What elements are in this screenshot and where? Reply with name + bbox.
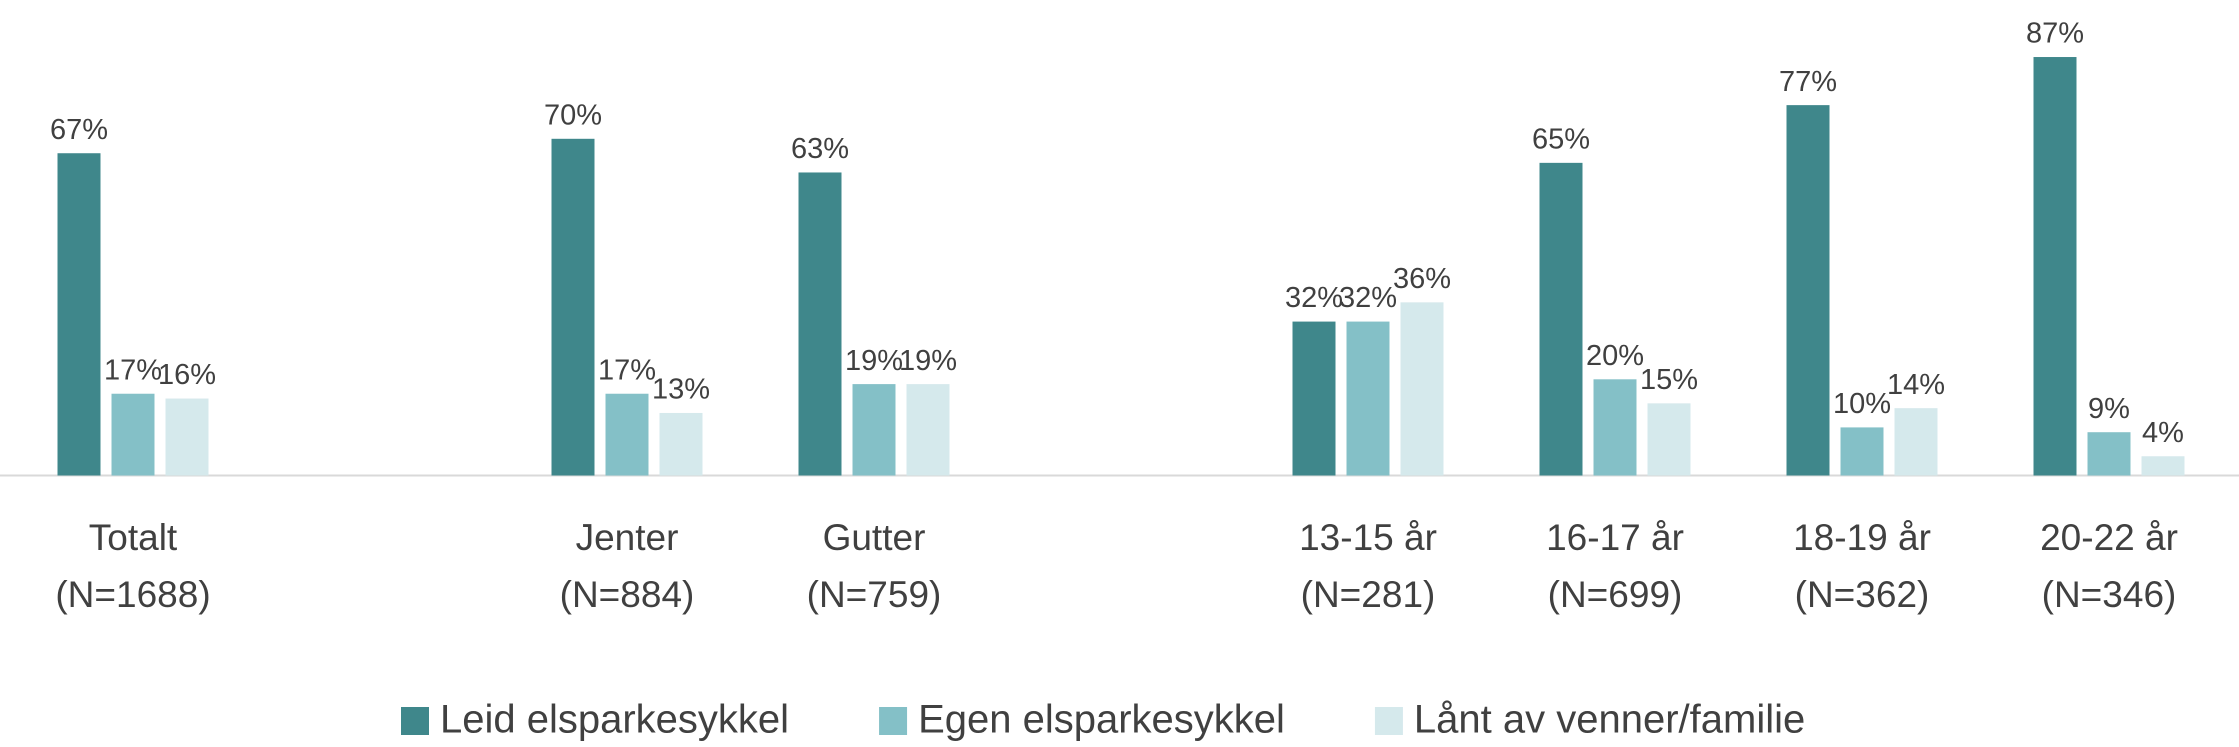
data-label: 36%: [1393, 263, 1451, 295]
bar: [1539, 162, 1583, 476]
bar: [798, 172, 842, 476]
bar: [1346, 321, 1390, 476]
bar: [551, 138, 595, 476]
legend-label: Egen elsparkesykkel: [918, 698, 1285, 742]
x-tick-label: (N=346): [2042, 574, 2177, 615]
data-label: 14%: [1887, 369, 1945, 401]
bar: [1400, 302, 1444, 476]
x-tick-label: (N=362): [1795, 574, 1930, 615]
bar: [906, 384, 950, 476]
bar: [605, 393, 649, 476]
x-tick-label: Jenter: [576, 517, 679, 558]
x-tick-label: (N=281): [1301, 574, 1436, 615]
bar: [111, 393, 155, 476]
bar: [1894, 408, 1938, 476]
data-label: 17%: [104, 354, 162, 386]
bar: [1786, 105, 1830, 476]
data-label: 87%: [2026, 18, 2084, 50]
bar: [1593, 379, 1637, 476]
data-label: 17%: [598, 354, 656, 386]
data-label: 15%: [1640, 364, 1698, 396]
data-label: 70%: [544, 99, 602, 131]
legend-label: Leid elsparkesykkel: [440, 698, 789, 742]
bar: [1292, 321, 1336, 476]
data-label: 19%: [899, 345, 957, 377]
bar: [2141, 456, 2185, 476]
bar: [852, 384, 896, 476]
bar: [659, 412, 703, 476]
x-tick-label: 16-17 år: [1546, 517, 1684, 558]
x-tick-label: Gutter: [823, 517, 926, 558]
data-label: 65%: [1532, 124, 1590, 156]
bar: [2033, 57, 2077, 476]
x-tick-label: 18-19 år: [1793, 517, 1931, 558]
x-tick-label: (N=884): [560, 574, 695, 615]
data-label: 19%: [845, 345, 903, 377]
legend-swatch: [1374, 707, 1403, 735]
bar: [165, 398, 209, 476]
data-label: 63%: [791, 133, 849, 165]
bar: [2087, 432, 2131, 476]
x-tick-label: 20-22 år: [2040, 517, 2178, 558]
x-tick-label: (N=759): [807, 574, 942, 615]
data-label: 77%: [1779, 66, 1837, 98]
data-label: 20%: [1586, 340, 1644, 372]
data-label: 13%: [652, 374, 710, 406]
legend-swatch: [879, 707, 908, 735]
data-label: 32%: [1285, 282, 1343, 314]
legend-swatch: [401, 707, 429, 735]
data-label: 10%: [1833, 388, 1891, 420]
x-tick-label: Totalt: [89, 517, 178, 558]
x-tick-label: (N=699): [1548, 574, 1683, 615]
legend-label: Lånt av venner/familie: [1414, 698, 1805, 742]
data-label: 67%: [50, 114, 108, 146]
data-label: 16%: [158, 359, 216, 391]
bar: [1647, 403, 1691, 476]
data-label: 32%: [1339, 282, 1397, 314]
data-label: 4%: [2142, 417, 2184, 449]
x-tick-label: 13-15 år: [1299, 517, 1437, 558]
bar: [1840, 427, 1884, 476]
bar: [57, 153, 101, 476]
x-tick-label: (N=1688): [55, 574, 210, 615]
data-label: 9%: [2088, 393, 2130, 425]
